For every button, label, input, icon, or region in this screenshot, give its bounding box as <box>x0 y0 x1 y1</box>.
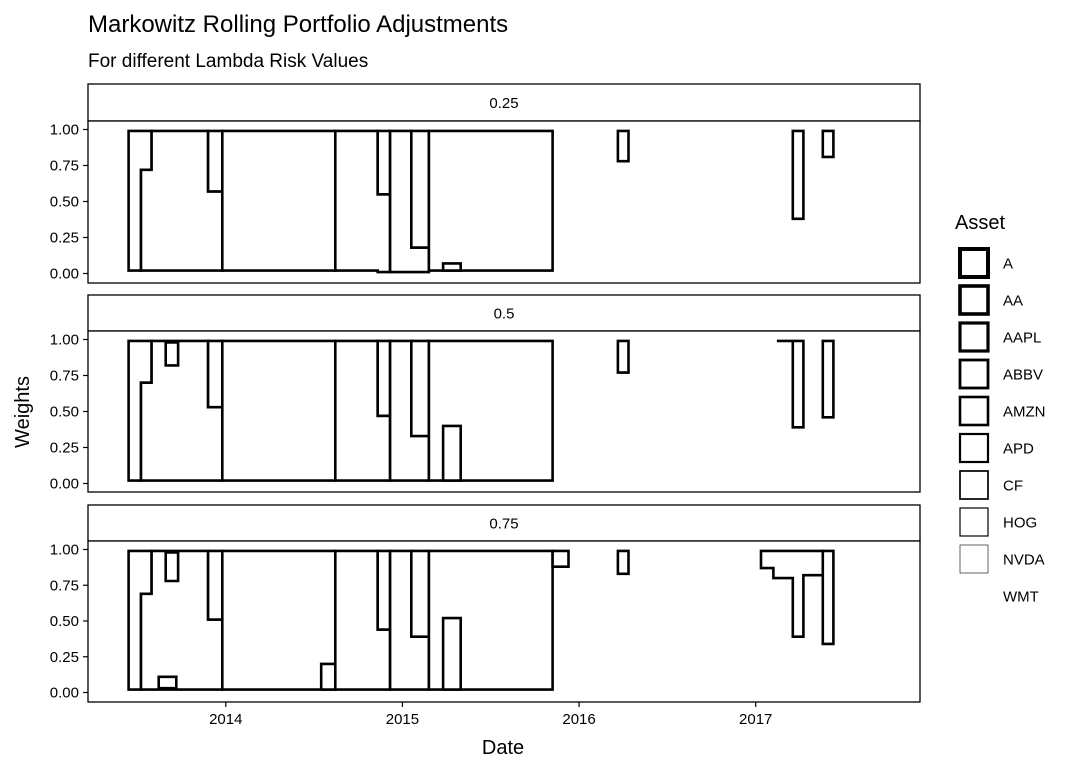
weight-area <box>319 662 337 691</box>
weight-area <box>376 549 392 631</box>
legend-item: AMZN <box>958 395 1046 427</box>
y-tick-label: 0.25 <box>50 649 79 666</box>
legend-item: ABBV <box>958 358 1043 390</box>
weight-area <box>376 339 392 418</box>
y-tick-label: 1.00 <box>50 332 79 349</box>
legend-label: ABBV <box>1003 367 1043 384</box>
facet-strip-label: 0.5 <box>494 306 515 323</box>
weight-area <box>776 339 805 429</box>
weight-area <box>551 549 570 569</box>
y-tick-label: 0.25 <box>50 440 79 457</box>
facet-strip-label: 0.75 <box>489 516 518 533</box>
weight-area <box>821 129 835 159</box>
legend-item: HOG <box>959 507 1037 537</box>
legend-label: AMZN <box>1003 404 1046 421</box>
legend-label: AAPL <box>1003 330 1041 347</box>
y-tick-label: 0.50 <box>50 404 79 421</box>
legend-item: A <box>958 247 1013 279</box>
legend-item: APD <box>958 432 1034 464</box>
facet-strip <box>87 504 921 542</box>
weight-area <box>376 129 392 196</box>
weight-area <box>821 339 835 419</box>
weight-area <box>409 339 431 438</box>
legend-label: WMT <box>1003 589 1039 606</box>
weight-area <box>409 129 431 249</box>
x-tick-label: 2014 <box>209 711 242 728</box>
legend-item: AA <box>958 284 1023 316</box>
x-tick-label: 2016 <box>562 711 595 728</box>
weight-area <box>441 424 463 482</box>
legend-key <box>959 544 989 574</box>
y-tick-label: 0.75 <box>50 368 79 385</box>
weight-area <box>206 129 224 193</box>
y-tick-label: 0.00 <box>50 476 79 493</box>
weight-area <box>221 549 337 691</box>
facet-strip-label: 0.25 <box>489 95 518 112</box>
y-tick-label: 0.00 <box>50 266 79 283</box>
legend-key <box>958 358 990 390</box>
weight-area <box>221 339 337 482</box>
x-axis-title: Date <box>482 737 524 759</box>
facet-strip <box>87 83 921 122</box>
legend-key <box>958 247 990 279</box>
legend-label: HOG <box>1003 515 1037 532</box>
weight-area <box>409 549 431 639</box>
legend-key <box>960 582 988 610</box>
weight-area <box>221 129 337 272</box>
weight-area <box>157 675 178 690</box>
y-tick-label: 1.00 <box>50 542 79 559</box>
facet-panel: 0.5 0.00 0.25 0.50 0.75 1.00 <box>50 294 921 493</box>
legend-title: Asset <box>955 212 1005 234</box>
y-tick-label: 0.75 <box>50 577 79 594</box>
weight-area <box>206 549 224 621</box>
y-tick-label: 0.75 <box>50 158 79 175</box>
facet-panels: 0.250.000.250.500.751.000.50.000.250.500… <box>50 83 921 703</box>
y-tick-label: 0.50 <box>50 613 79 630</box>
legend-key <box>958 321 990 353</box>
weight-area <box>616 339 630 374</box>
legend-item: AAPL <box>958 321 1041 353</box>
weight-area <box>821 549 835 646</box>
x-axis: 2014 2015 2016 2017 <box>209 702 772 728</box>
weight-area <box>164 551 180 583</box>
y-axis-title: Weights <box>12 376 34 448</box>
chart-title: Markowitz Rolling Portfolio Adjustments <box>88 11 508 38</box>
legend-key <box>958 395 990 427</box>
legend-label: AA <box>1003 293 1023 310</box>
weight-area <box>441 262 463 272</box>
y-tick-label: 1.00 <box>50 122 79 139</box>
weight-area <box>441 616 463 691</box>
legend-key <box>959 470 989 500</box>
weight-area <box>791 129 805 221</box>
legend-key <box>958 284 990 316</box>
weight-area <box>616 129 630 163</box>
legend-label: APD <box>1003 441 1034 458</box>
facet-strip <box>87 294 921 332</box>
legend-key <box>959 507 989 537</box>
x-tick-label: 2017 <box>739 711 772 728</box>
legend-label: A <box>1003 256 1013 273</box>
weight-area <box>616 549 630 576</box>
weight-area <box>427 129 554 272</box>
weight-area <box>206 339 224 409</box>
legend-label: CF <box>1003 478 1023 495</box>
legend-item: CF <box>959 470 1023 500</box>
y-tick-label: 0.25 <box>50 230 79 247</box>
y-tick-label: 0.00 <box>50 685 79 702</box>
facet-panel: 0.25 0.00 0.25 0.50 0.75 1.00 <box>50 83 921 284</box>
chart-subtitle: For different Lambda Risk Values <box>88 51 368 72</box>
facet-panel: 0.75 0.00 0.25 0.50 0.75 1.00 <box>50 504 921 703</box>
x-tick-label: 2015 <box>386 711 419 728</box>
legend-key <box>958 432 990 464</box>
legend-item: WMT <box>960 582 1039 610</box>
weight-area <box>164 341 180 367</box>
y-tick-label: 0.50 <box>50 194 79 211</box>
legend-label: NVDA <box>1003 552 1045 569</box>
legend-item: NVDA <box>959 544 1045 574</box>
